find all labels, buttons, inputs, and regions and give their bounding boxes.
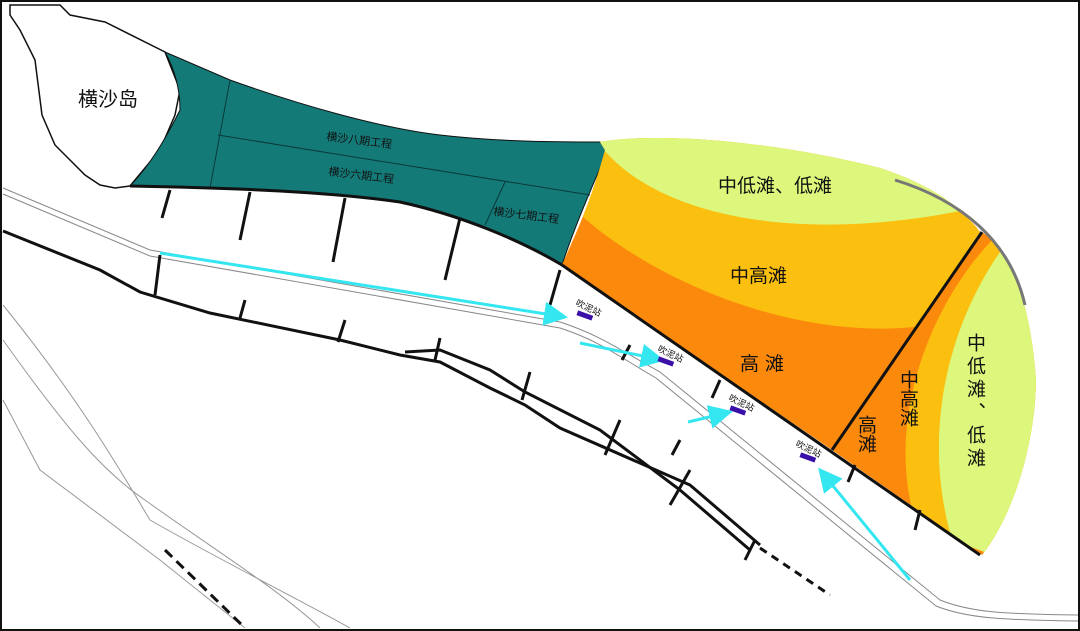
zone-label-mid-high: 中高滩	[730, 265, 787, 287]
zone-label-right-mid-high: 中高滩	[897, 370, 919, 427]
arrow	[687, 405, 733, 429]
road	[2, 187, 1079, 616]
island-label: 横沙岛	[78, 87, 138, 111]
arrow	[579, 341, 665, 368]
south-dike-branch	[404, 348, 751, 552]
dredge-arrows	[159, 251, 912, 581]
project-south-dike	[129, 184, 563, 267]
main-dike	[561, 263, 981, 557]
station-marker[interactable]	[576, 310, 594, 321]
stations	[576, 310, 817, 463]
project-area	[128, 50, 609, 266]
island-coastline	[9, 4, 181, 189]
dike-dashed	[163, 548, 247, 630]
zone-label-low: 中低滩、低滩	[718, 175, 832, 197]
shoal-divider-dike	[830, 231, 984, 451]
road	[2, 193, 1079, 622]
project-divider	[209, 79, 591, 226]
arrow	[818, 467, 912, 581]
outer-edge	[894, 178, 1027, 306]
station-marker[interactable]	[799, 452, 817, 463]
station-marker[interactable]	[657, 356, 675, 367]
dike-dashed	[759, 546, 831, 597]
zone-label-right-low: 中低滩、低滩	[964, 333, 986, 471]
channel-line	[2, 304, 351, 629]
south-dike	[2, 229, 761, 547]
zone-label-right-high: 高滩	[855, 415, 877, 453]
station-marker[interactable]	[729, 405, 747, 416]
zone-label-high: 高 滩	[740, 353, 784, 375]
arrow	[159, 251, 568, 326]
